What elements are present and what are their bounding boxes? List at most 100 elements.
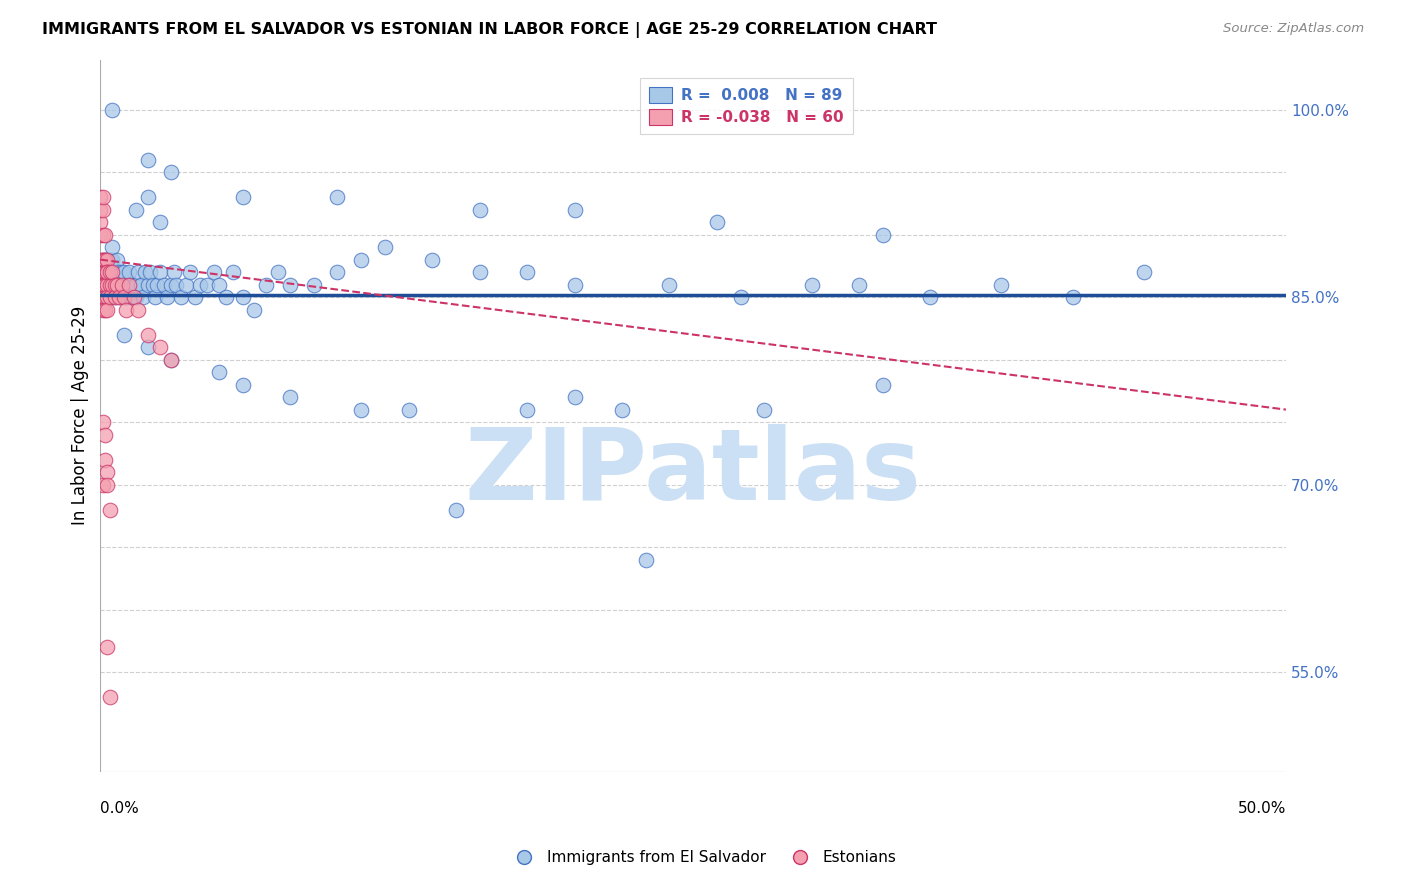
Point [108,265,131,279]
Point [98,252,121,267]
Point [122,290,145,304]
Point [91,227,114,242]
Point [89,290,111,304]
Point [132,290,155,304]
Point [232,190,254,204]
Point [115,302,138,317]
Point [98,290,121,304]
Point [105,265,128,279]
Point [101,265,124,279]
Point [302,277,325,292]
Point [98,265,121,279]
Point [153,277,176,292]
Point [94,277,117,292]
Point [101,252,124,267]
Point [208,365,231,379]
Point [139,265,162,279]
Point [108,290,131,304]
Point [101,240,124,254]
Point [94,265,117,279]
Point [91,477,114,491]
Text: 0.0%: 0.0% [100,801,139,815]
Point [94,227,117,242]
Point [232,290,254,304]
Point [398,402,420,417]
Point [89,190,111,204]
Point [634,552,657,566]
Point [564,277,586,292]
Point [516,265,538,279]
Point [136,327,159,342]
Point [91,202,114,217]
Point [105,277,128,292]
Point [98,277,121,292]
Point [350,402,373,417]
Point [179,265,201,279]
Point [96,477,118,491]
Text: 50.0%: 50.0% [1237,801,1286,815]
Point [111,277,134,292]
Point [96,265,118,279]
Point [96,252,118,267]
Point [125,290,148,304]
Point [468,202,491,217]
Point [129,277,152,292]
Point [564,390,586,404]
Point [91,265,114,279]
Point [730,290,752,304]
Point [872,377,894,392]
Point [94,265,117,279]
Y-axis label: In Labor Force | Age 25-29: In Labor Force | Age 25-29 [72,306,89,525]
Point [160,165,183,179]
Point [91,252,114,267]
Point [96,302,118,317]
Point [112,265,135,279]
Point [243,302,266,317]
Point [91,190,114,204]
Point [278,277,301,292]
Point [101,265,124,279]
Point [91,415,114,429]
Point [149,340,172,354]
Point [184,290,207,304]
Point [990,277,1012,292]
Point [96,640,118,654]
Point [516,402,538,417]
Point [94,277,117,292]
Point [91,265,114,279]
Point [136,277,159,292]
Point [94,290,117,304]
Point [103,277,125,292]
Point [94,252,117,267]
Point [108,290,131,304]
Point [468,265,491,279]
Legend: Immigrants from El Salvador, Estonians: Immigrants from El Salvador, Estonians [503,844,903,871]
Point [94,290,117,304]
Point [94,452,117,467]
Point [96,290,118,304]
Point [89,227,111,242]
Point [195,277,218,292]
Point [98,690,121,704]
Point [278,390,301,404]
Point [149,215,172,229]
Point [174,277,197,292]
Point [170,290,193,304]
Point [267,265,290,279]
Point [103,265,125,279]
Point [120,277,142,292]
Point [89,265,111,279]
Point [89,215,111,229]
Point [564,202,586,217]
Point [108,277,131,292]
Point [163,265,186,279]
Point [800,277,823,292]
Point [96,265,118,279]
Point [125,277,148,292]
Text: IMMIGRANTS FROM EL SALVADOR VS ESTONIAN IN LABOR FORCE | AGE 25-29 CORRELATION C: IMMIGRANTS FROM EL SALVADOR VS ESTONIAN … [42,22,938,38]
Point [350,252,373,267]
Point [98,502,121,516]
Point [754,402,776,417]
Point [91,277,114,292]
Point [232,377,254,392]
